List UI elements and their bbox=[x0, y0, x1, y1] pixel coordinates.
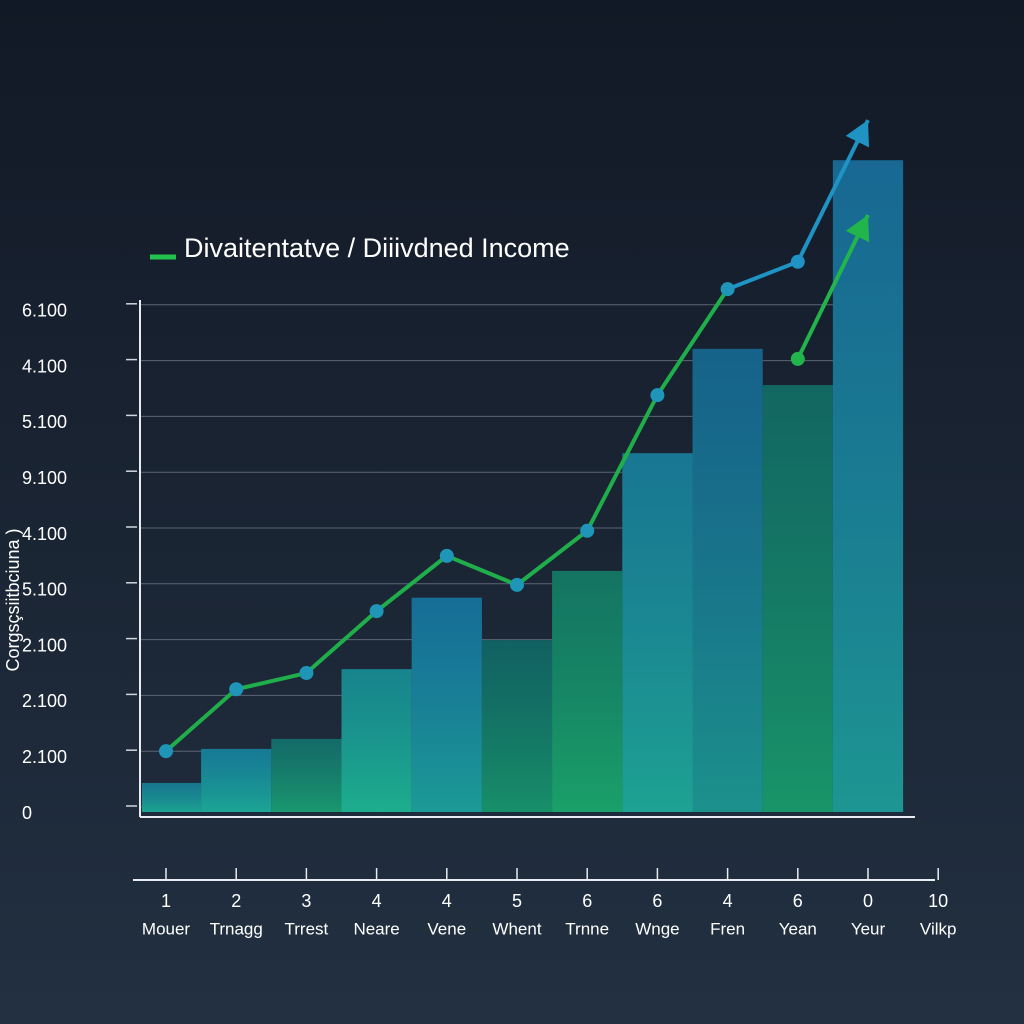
bar-sheen bbox=[341, 669, 412, 812]
line bbox=[796, 214, 870, 360]
category-number: 5 bbox=[512, 891, 522, 911]
y-tick-label: 2.100 bbox=[22, 635, 67, 655]
category-number: 6 bbox=[582, 891, 592, 911]
x-tick-label: Whent bbox=[492, 919, 541, 938]
bar-sheen bbox=[622, 453, 693, 812]
bar-sheen bbox=[411, 597, 482, 812]
y-tick-label: 6.100 bbox=[22, 301, 67, 321]
y-tick-label: 5.100 bbox=[22, 580, 67, 600]
y-tick-label: 0 bbox=[22, 803, 32, 823]
category-number: 2 bbox=[231, 891, 241, 911]
point bbox=[790, 254, 805, 269]
point bbox=[650, 388, 665, 403]
y-tick-label: 4.100 bbox=[22, 356, 67, 376]
point bbox=[159, 744, 173, 759]
x-tick-label: Fren bbox=[710, 919, 745, 938]
category-number: 4 bbox=[372, 891, 382, 911]
x-tick-label: Wnge bbox=[635, 919, 679, 938]
bar-sheen bbox=[552, 570, 623, 812]
point bbox=[510, 577, 524, 592]
category-number: 1 bbox=[161, 891, 171, 911]
arrow-head bbox=[845, 120, 869, 148]
category-number: 0 bbox=[863, 891, 873, 911]
x-tick-label: Trnagg bbox=[210, 919, 263, 938]
y-tick-label: 2.100 bbox=[22, 747, 67, 767]
y-tick-label: 9.100 bbox=[22, 468, 67, 488]
bar-sheen bbox=[832, 160, 904, 813]
bar-sheen bbox=[762, 385, 833, 812]
point bbox=[439, 548, 454, 563]
category-number: 10 bbox=[928, 891, 948, 911]
y-tick-label: 4.100 bbox=[22, 524, 67, 544]
bar-sheen bbox=[201, 748, 272, 812]
point bbox=[229, 682, 244, 697]
x-tick-label: Trnne bbox=[565, 919, 609, 938]
arrow-head bbox=[845, 214, 870, 243]
bar-sheen bbox=[481, 640, 553, 812]
x-tick-label: Trrest bbox=[285, 919, 329, 938]
y-tick-label: 5.100 bbox=[22, 412, 67, 432]
point bbox=[790, 351, 805, 366]
point bbox=[299, 666, 314, 681]
category-number: 6 bbox=[793, 891, 803, 911]
y-tick-label: 2.100 bbox=[22, 691, 67, 711]
x-tick-label: Yeur bbox=[851, 919, 886, 938]
x-tick-label: Neare bbox=[353, 919, 399, 938]
point bbox=[580, 523, 595, 538]
point bbox=[369, 604, 384, 619]
x-tick-label: Vene bbox=[427, 919, 466, 938]
category-number: 6 bbox=[652, 891, 662, 911]
legend-label: Divaitentatve / Diiivdned Income bbox=[184, 233, 570, 263]
x-tick-label: Mouer bbox=[142, 919, 191, 938]
y-axis-title: Corgsçsiitbciuna ) bbox=[3, 528, 23, 671]
category-number: 4 bbox=[723, 891, 733, 911]
x-tick-label: Vilkp bbox=[920, 919, 957, 938]
category-number: 3 bbox=[301, 891, 311, 911]
bar-sheen bbox=[271, 738, 342, 812]
category-number: 4 bbox=[442, 891, 452, 911]
bar-sheen bbox=[142, 782, 202, 812]
x-tick-label: Yean bbox=[779, 919, 817, 938]
bar-sheen bbox=[692, 348, 763, 812]
